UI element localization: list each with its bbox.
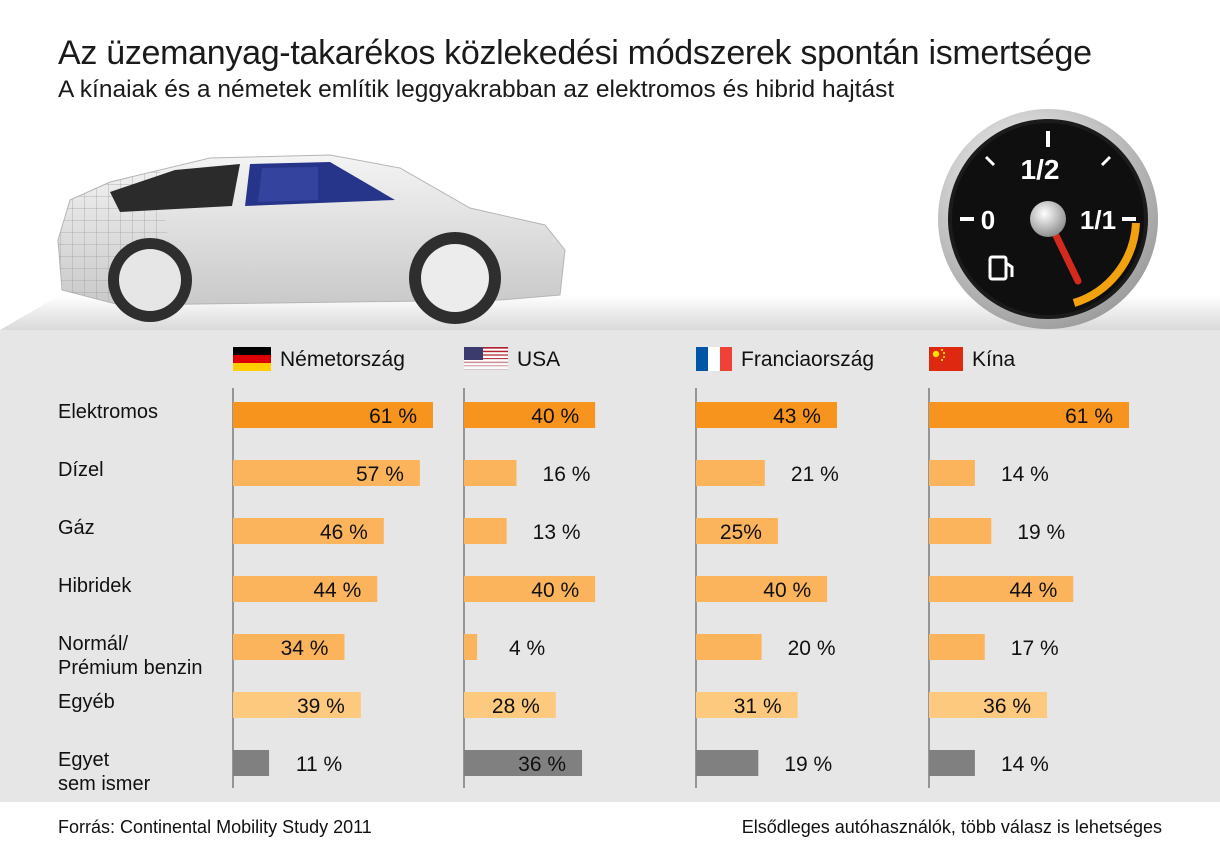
data-label-usa-gaz: 13 %	[533, 521, 581, 544]
data-label-usa-dizel: 16 %	[543, 463, 591, 486]
chart-subtitle: A kínaiak és a németek említik leggyakra…	[58, 76, 895, 103]
data-label-france-gaz: 25%	[720, 521, 762, 544]
sample-note: Elsődleges autóhasználók, több válasz is…	[741, 817, 1162, 837]
data-label-france-egyet-sem-ismer: 19 %	[784, 753, 832, 776]
data-label-germany-normal-premium-benzin: 34 %	[281, 637, 329, 660]
road	[0, 295, 1220, 335]
category-label-line: Hibridek	[58, 575, 132, 597]
category-label-normal-premium-benzin: Normál/Prémium benzin	[58, 633, 203, 679]
data-label-france-dizel: 21 %	[791, 463, 839, 486]
category-label-line: Dízel	[58, 459, 104, 481]
data-label-france-elektromos: 43 %	[773, 405, 821, 428]
data-label-france-hibridek: 40 %	[763, 579, 811, 602]
data-label-france-egyeb: 31 %	[734, 695, 782, 718]
bar-france-gaz	[696, 518, 778, 544]
bar-usa-normal-premium-benzin	[464, 634, 478, 660]
usa-flag-icon	[464, 347, 508, 370]
data-label-germany-elektromos: 61 %	[369, 405, 417, 428]
bar-germany-egyet-sem-ismer	[233, 750, 270, 776]
bar-usa-hibridek	[464, 576, 596, 602]
fuel-gauge-icon: 0 1/2 1/1	[938, 109, 1158, 329]
bar-france-egyeb	[696, 692, 798, 718]
bar-china-hibridek	[929, 576, 1074, 602]
bar-germany-egyeb	[233, 692, 361, 718]
category-label-egyet-sem-ismer: Egyet sem ismer	[58, 749, 151, 795]
bar-chart: Elektromos Dízel Gáz Hibridek Normál/Prémium…	[58, 347, 1129, 795]
data-label-germany-egyet-sem-ismer: 11 %	[296, 753, 342, 776]
legend-label-germany: Németország	[280, 348, 405, 371]
legend-label-china: Kína	[972, 348, 1016, 371]
bar-china-dizel	[929, 460, 975, 486]
category-label-line: sem ismer	[58, 773, 151, 795]
bar-usa-dizel	[464, 460, 517, 486]
bar-germany-gaz	[233, 518, 384, 544]
bar-china-gaz	[929, 518, 992, 544]
data-label-china-egyeb: 36 %	[983, 695, 1031, 718]
bar-usa-gaz	[464, 518, 507, 544]
data-label-usa-elektromos: 40 %	[531, 405, 579, 428]
bar-germany-elektromos	[233, 402, 433, 428]
data-label-china-normal-premium-benzin: 17 %	[1011, 637, 1059, 660]
bar-china-normal-premium-benzin	[929, 634, 985, 660]
data-label-germany-hibridek: 44 %	[313, 579, 361, 602]
bar-china-egyeb	[929, 692, 1048, 718]
data-label-usa-hibridek: 40 %	[531, 579, 579, 602]
car-and-fuel-gauge-illustration: 0 1/2 1/1	[0, 109, 1220, 335]
source-note: Forrás: Continental Mobility Study 2011	[58, 817, 372, 837]
bar-france-elektromos	[696, 402, 837, 428]
data-label-usa-egyeb: 28 %	[492, 695, 540, 718]
category-label-line: Elektromos	[58, 401, 158, 423]
category-label-line: Gáz	[58, 517, 95, 539]
bar-germany-dizel	[233, 460, 420, 486]
bar-usa-egyeb	[464, 692, 556, 718]
category-label-line: Prémium benzin	[58, 657, 203, 679]
legend-label-usa: USA	[517, 348, 560, 371]
data-label-germany-gaz: 46 %	[320, 521, 368, 544]
bar-usa-egyet-sem-ismer	[464, 750, 583, 776]
data-label-germany-dizel: 57 %	[356, 463, 404, 486]
bar-france-normal-premium-benzin	[696, 634, 762, 660]
category-label-hibridek: Hibridek	[58, 575, 132, 597]
gauge-label-full: 1/1	[1080, 205, 1116, 235]
germany-flag-icon	[233, 347, 271, 371]
category-label-line: Egyet	[58, 749, 110, 771]
car-icon	[57, 154, 566, 324]
bar-germany-hibridek	[233, 576, 378, 602]
category-label-egyeb: Egyéb	[58, 691, 115, 713]
data-label-france-normal-premium-benzin: 20 %	[788, 637, 836, 660]
data-label-usa-egyet-sem-ismer: 36 %	[518, 753, 566, 776]
bar-china-egyet-sem-ismer	[929, 750, 975, 776]
category-label-dizel: Dízel	[58, 459, 104, 481]
legend-label-france: Franciaország	[741, 348, 874, 371]
data-label-china-gaz: 19 %	[1017, 521, 1065, 544]
fuel-pump-icon	[988, 255, 1014, 281]
bar-france-dizel	[696, 460, 765, 486]
data-label-germany-egyeb: 39 %	[297, 695, 345, 718]
bar-france-hibridek	[696, 576, 828, 602]
data-label-china-elektromos: 61 %	[1065, 405, 1113, 428]
gauge-label-empty: 0	[981, 205, 995, 235]
bar-china-elektromos	[929, 402, 1129, 428]
chart-title: Az üzemanyag-takarékos közlekedési módsz…	[58, 34, 1092, 72]
bar-usa-elektromos	[464, 402, 596, 428]
gauge-label-half: 1/2	[1021, 154, 1060, 185]
category-label-elektromos: Elektromos	[58, 401, 158, 423]
bar-germany-normal-premium-benzin	[233, 634, 345, 660]
gauge-hub	[1030, 201, 1066, 237]
category-label-line: Normál/	[58, 633, 128, 655]
data-label-china-dizel: 14 %	[1001, 463, 1049, 486]
china-flag-icon	[929, 347, 963, 371]
category-label-gaz: Gáz	[58, 517, 95, 539]
france-flag-icon	[696, 347, 732, 371]
data-label-china-egyet-sem-ismer: 14 %	[1001, 753, 1049, 776]
bar-france-egyet-sem-ismer	[696, 750, 759, 776]
category-label-line: Egyéb	[58, 691, 115, 713]
data-label-china-hibridek: 44 %	[1009, 579, 1057, 602]
data-label-usa-normal-premium-benzin: 4 %	[509, 637, 545, 660]
